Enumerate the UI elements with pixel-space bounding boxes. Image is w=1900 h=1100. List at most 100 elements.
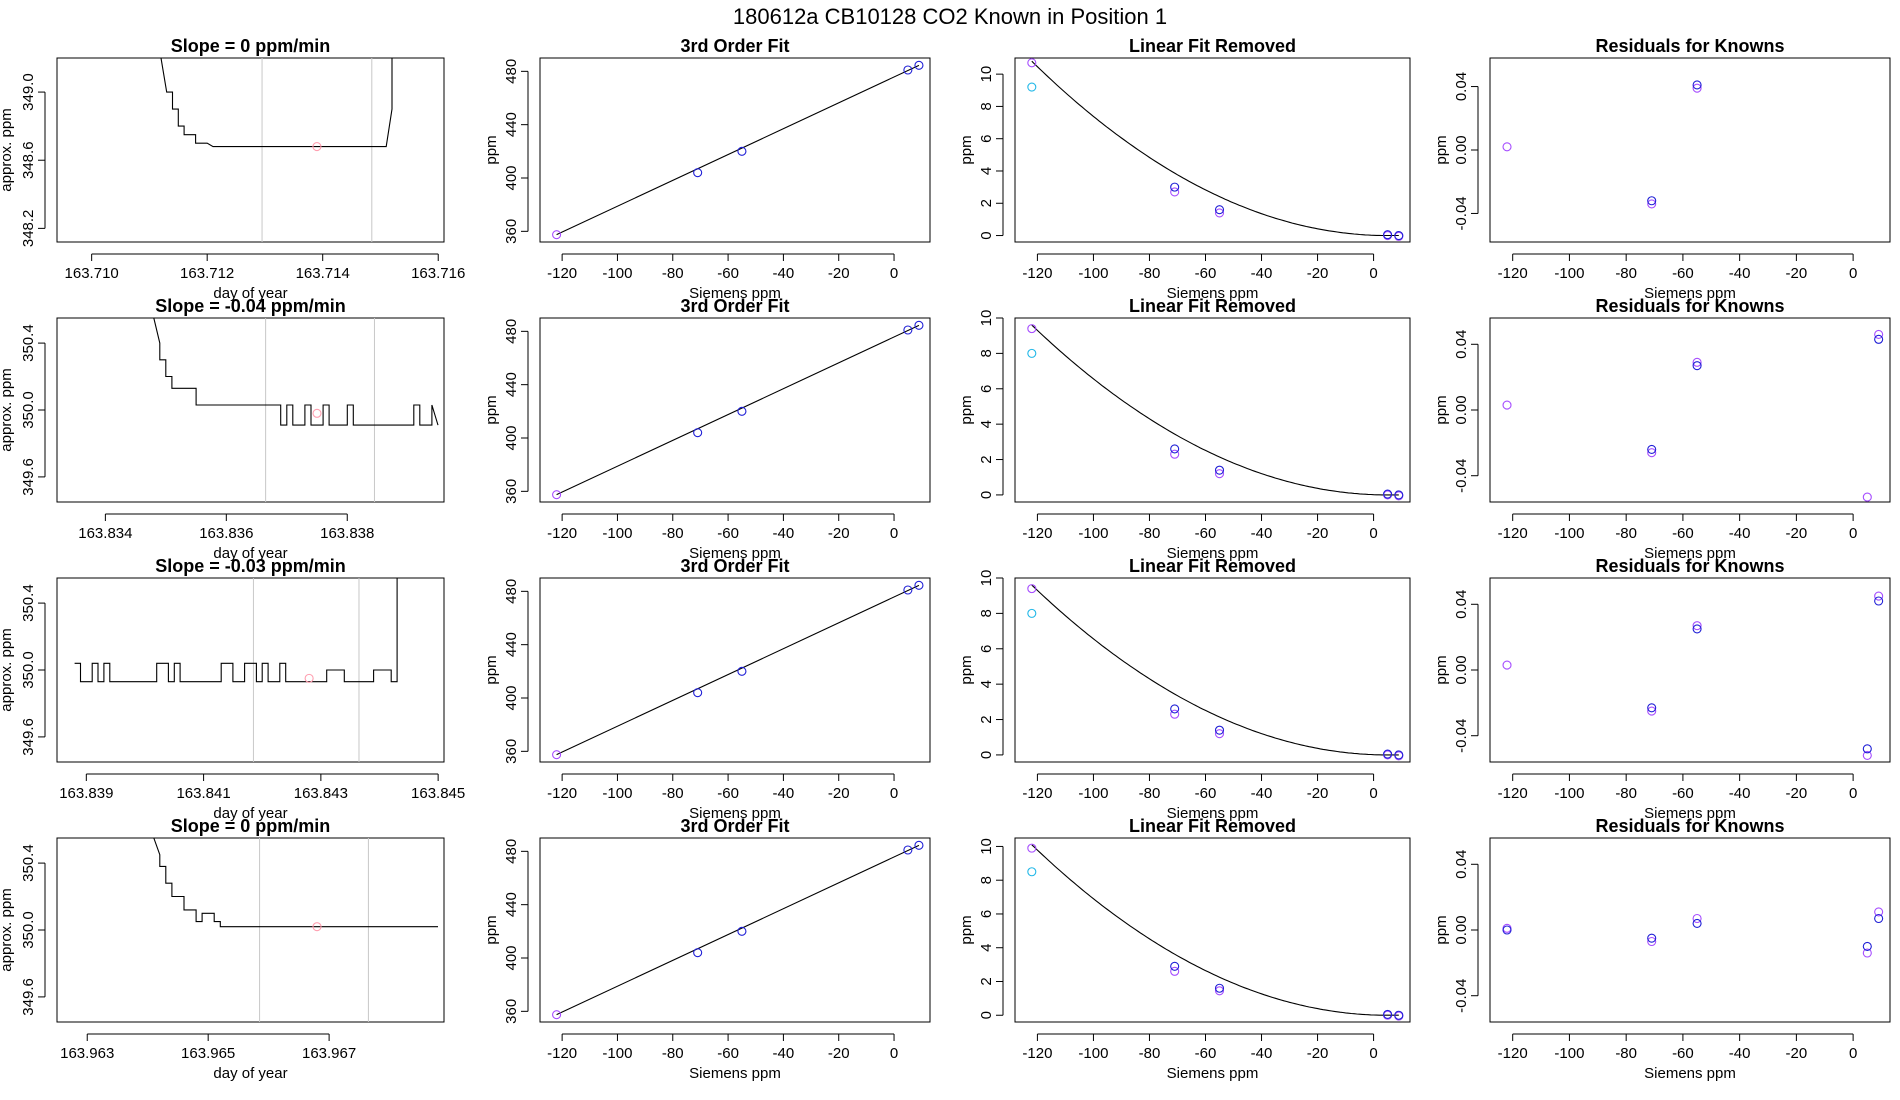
point-purple <box>1027 58 1037 68</box>
y-tick-label: 10 <box>978 838 995 855</box>
x-tick-label: -120 <box>1022 525 1052 542</box>
x-tick-label: 163.714 <box>296 265 350 282</box>
x-tick-label: 163.841 <box>176 785 230 802</box>
x-tick-label: -80 <box>1139 1045 1161 1062</box>
x-tick-label: 163.843 <box>294 785 348 802</box>
x-tick-label: -80 <box>662 1045 684 1062</box>
x-axis-label: day of year <box>213 805 287 822</box>
point-cyan <box>1027 82 1037 92</box>
plot-frame <box>1489 57 1891 243</box>
x-tick-label: 163.712 <box>180 265 234 282</box>
x-tick-label: -20 <box>828 265 850 282</box>
panel-title: Residuals for Knowns <box>1595 36 1784 56</box>
y-tick-label: 0.00 <box>1453 655 1470 684</box>
x-tick-label: -120 <box>1022 1045 1052 1062</box>
plot-frame <box>539 577 931 763</box>
plot-frame <box>539 317 931 503</box>
y-tick-label: 360 <box>503 219 520 244</box>
y-tick-label: 400 <box>503 425 520 450</box>
point-purple <box>1170 966 1180 976</box>
x-tick-label: -80 <box>1139 785 1161 802</box>
point-blue <box>1214 983 1225 993</box>
x-tick-label: -80 <box>662 265 684 282</box>
data-layer <box>1027 324 1404 501</box>
x-tick-label: 163.710 <box>65 265 119 282</box>
x-axis: -120 -100 -80 -60 -40 -20 0 <box>1498 773 1857 802</box>
x-tick-label: -80 <box>662 785 684 802</box>
y-axis: 0 2 4 6 8 10 <box>978 570 1004 759</box>
point-blue <box>1214 465 1225 475</box>
y-axis-label: ppm <box>483 135 500 164</box>
x-tick-label: 163.963 <box>60 1045 114 1062</box>
point-blue <box>1170 444 1180 454</box>
plot-frame <box>539 57 931 243</box>
y-tick-label: 350.0 <box>20 391 37 429</box>
x-tick-label: -120 <box>1498 785 1528 802</box>
y-tick-label: 6 <box>978 645 995 653</box>
point-purple <box>1502 142 1512 152</box>
point-cyan <box>1027 867 1037 877</box>
x-tick-label: -100 <box>1078 785 1108 802</box>
x-tick-label: -20 <box>828 785 850 802</box>
trace-line <box>74 578 398 683</box>
x-tick-label: 163.838 <box>320 525 374 542</box>
y-tick-label: 4 <box>978 420 995 428</box>
x-tick-label: 0 <box>890 265 898 282</box>
point-blue <box>1214 205 1225 215</box>
fit-curve <box>1031 324 1399 496</box>
x-tick-label: -40 <box>773 1045 795 1062</box>
panel-title: 3rd Order Fit <box>680 556 789 576</box>
x-axis: 163.839 163.841 163.843 163.845 <box>59 773 465 802</box>
point-purple <box>1027 584 1037 594</box>
y-tick-label: 360 <box>503 739 520 764</box>
x-tick-label: -40 <box>1251 785 1273 802</box>
panel-title: Slope = -0.04 ppm/min <box>155 296 346 316</box>
x-tick-label: -120 <box>547 785 577 802</box>
data-layer <box>74 578 398 762</box>
x-tick-label: 163.716 <box>411 265 465 282</box>
point-blue <box>1502 925 1512 935</box>
y-axis: -0.04 0.00 0.04 <box>1453 590 1479 753</box>
x-tick-label: -80 <box>1615 525 1637 542</box>
x-tick-label: 0 <box>1849 1045 1857 1062</box>
y-axis: -0.04 0.00 0.04 <box>1453 330 1479 493</box>
point-purple <box>1214 469 1225 479</box>
point-purple <box>1862 948 1872 958</box>
y-axis: 0 2 4 6 8 10 <box>978 310 1004 499</box>
point-blue <box>1874 334 1884 344</box>
y-tick-label: 10 <box>978 570 995 587</box>
x-tick-label: -40 <box>1729 785 1751 802</box>
x-tick-label: -40 <box>1729 525 1751 542</box>
y-axis-label: approx. ppm <box>0 888 15 971</box>
y-tick-label: 350.0 <box>20 651 37 689</box>
y-tick-label: -0.04 <box>1453 196 1470 230</box>
data-layer <box>160 58 393 242</box>
panel-r4-c3: Linear Fit Removed -120 -100 -80 -60 -40 -20 0 S… <box>958 816 1411 1082</box>
x-tick-label: 0 <box>890 525 898 542</box>
point-purple <box>1874 591 1884 601</box>
x-tick-label: -120 <box>1022 785 1052 802</box>
plot-frame <box>1014 57 1411 243</box>
point-blue <box>1862 744 1872 754</box>
y-tick-label: 360 <box>503 999 520 1024</box>
y-tick-label: 0 <box>978 491 995 499</box>
x-axis-label: Siemens ppm <box>1167 285 1259 302</box>
figure-title: 180612a CB10128 CO2 Known in Position 1 <box>733 4 1167 29</box>
x-tick-label: -60 <box>717 525 739 542</box>
x-axis: -120 -100 -80 -60 -40 -20 0 <box>547 253 898 282</box>
point-purple <box>552 490 562 500</box>
x-tick-label: -60 <box>1195 1045 1217 1062</box>
x-axis-label: Siemens ppm <box>1167 1065 1259 1082</box>
x-axis: -120 -100 -80 -60 -40 -20 0 <box>547 773 898 802</box>
x-tick-label: -120 <box>1498 1045 1528 1062</box>
point-blue <box>1170 704 1180 714</box>
y-tick-label: 348.2 <box>20 210 37 248</box>
point-blue <box>737 146 747 156</box>
plot-frame <box>539 837 931 1023</box>
y-tick-label: 2 <box>978 199 995 207</box>
x-tick-label: -100 <box>1078 525 1108 542</box>
panel-r1-c3: Linear Fit Removed -120 -100 -80 -60 -40 -20 0 S… <box>958 36 1411 302</box>
point-purple <box>1170 449 1180 459</box>
x-tick-label: 0 <box>1849 785 1857 802</box>
